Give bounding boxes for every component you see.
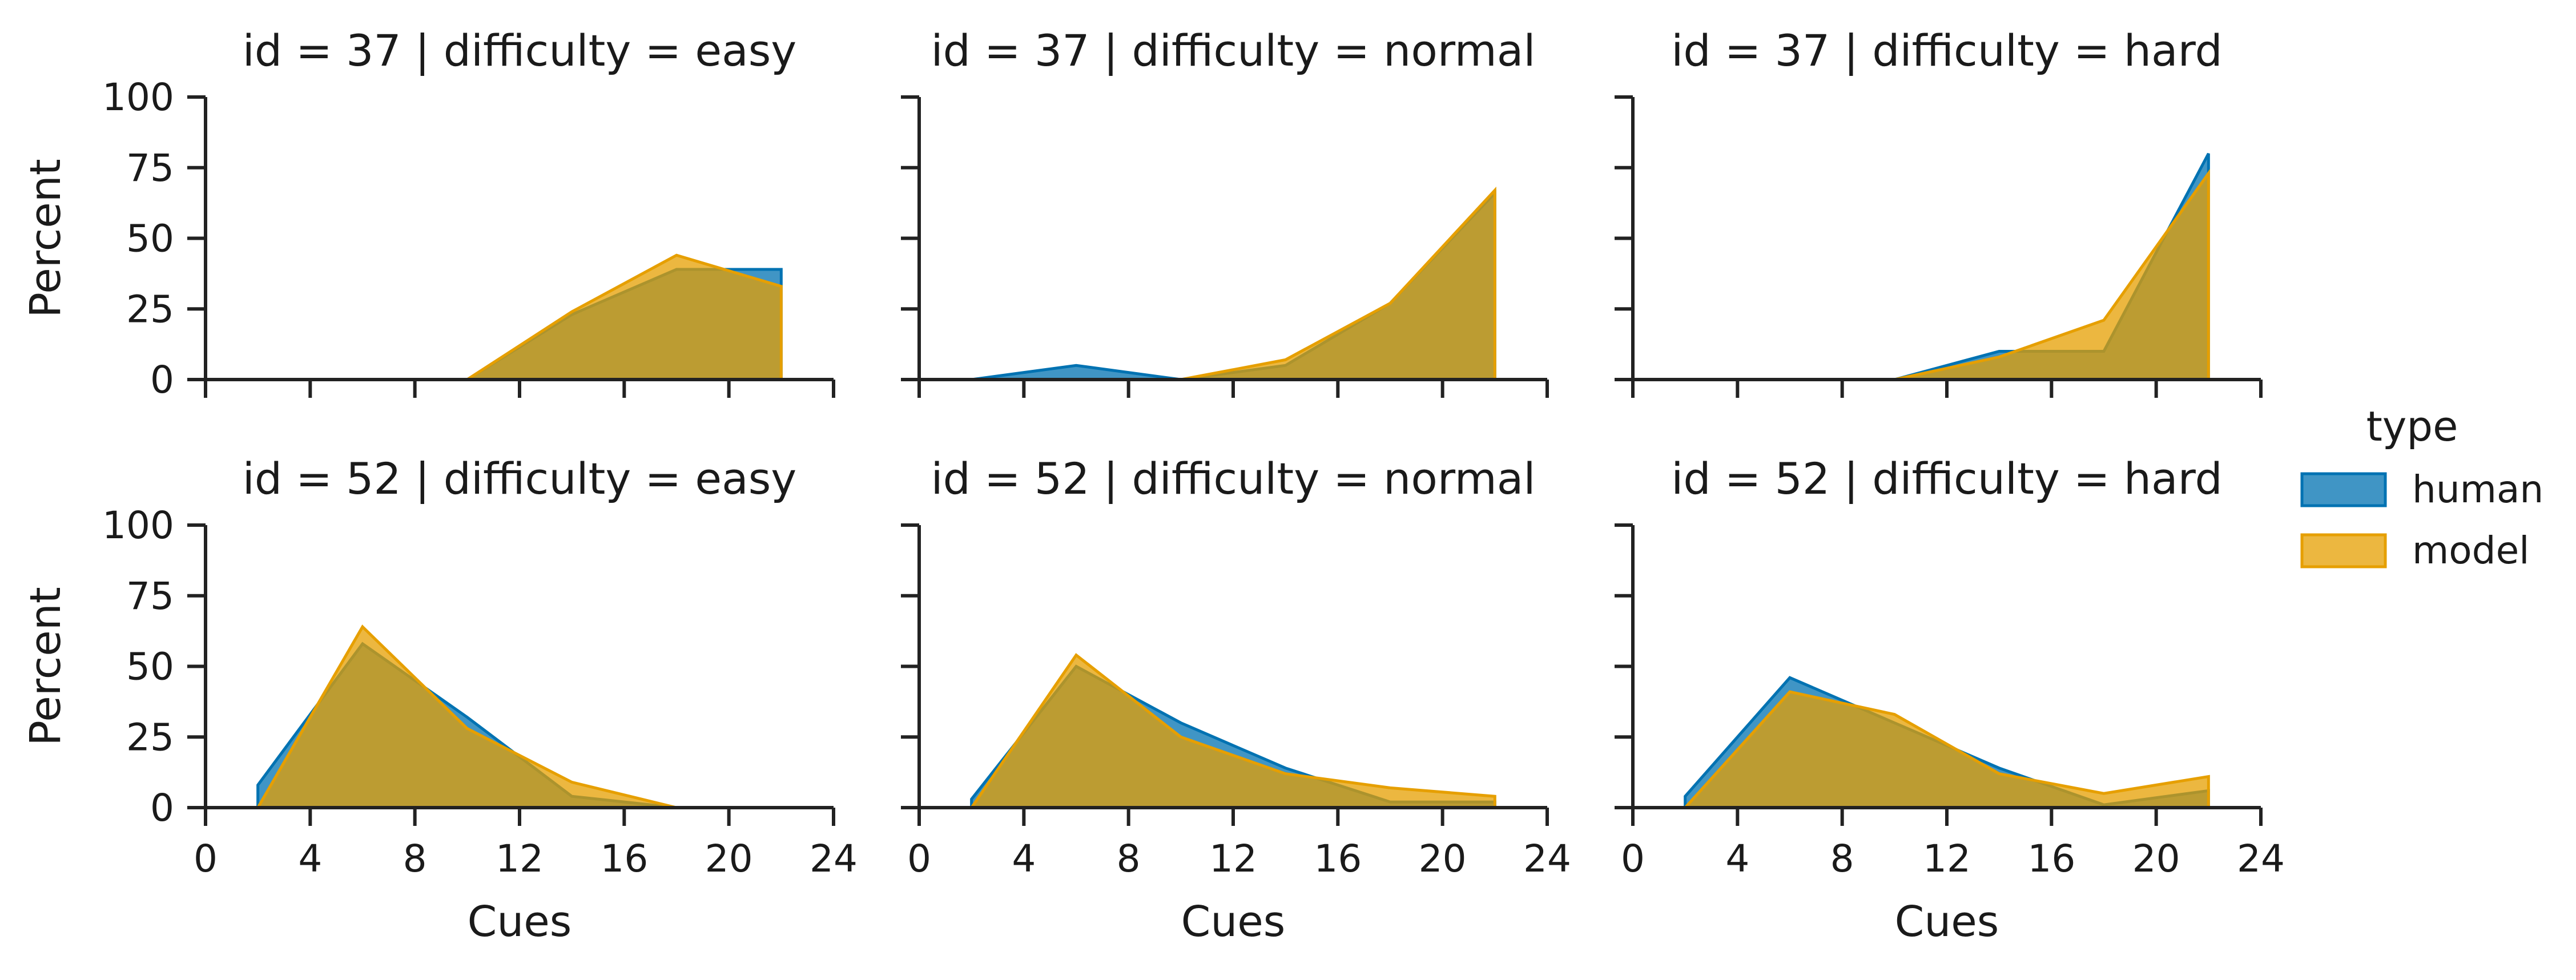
x-tick-label: 12 bbox=[496, 837, 544, 881]
x-tick-label: 0 bbox=[907, 837, 931, 881]
y-tick-label: 75 bbox=[126, 574, 174, 618]
panel-title: id = 37 | difficulty = easy bbox=[243, 25, 797, 76]
x-tick-label: 0 bbox=[1621, 837, 1645, 881]
facet-panel-3: id = 37 | difficulty = hard bbox=[1615, 25, 2263, 398]
panel-title: id = 52 | difficulty = easy bbox=[243, 453, 797, 505]
y-tick-label: 0 bbox=[150, 358, 174, 402]
x-tick-label: 4 bbox=[1725, 837, 1749, 881]
facet-panels: 0 25 50 75 100 id = 37 | difficulty = easy Per… bbox=[21, 25, 2285, 946]
x-tick-label: 24 bbox=[810, 837, 858, 881]
area-model-1 bbox=[462, 253, 783, 381]
panel-title: id = 52 | difficulty = normal bbox=[931, 453, 1536, 505]
facet-panel-5: 0 4 8 12 16 20 24 id = 52 | difficulty = normal… bbox=[901, 453, 1571, 946]
x-tick-label: 4 bbox=[298, 837, 322, 881]
y-tick-label: 100 bbox=[102, 75, 174, 119]
x-tick-label: 0 bbox=[194, 837, 218, 881]
x-axis-label: Cues bbox=[1181, 897, 1286, 946]
x-tick-label: 12 bbox=[1209, 837, 1257, 881]
panel-title: id = 37 | difficulty = normal bbox=[931, 25, 1536, 76]
x-tick-label: 20 bbox=[1419, 837, 1467, 881]
legend-label-model: model bbox=[2412, 529, 2530, 572]
area-model-3 bbox=[1894, 168, 2210, 381]
legend-swatch-model bbox=[2300, 533, 2387, 568]
y-axis-label: Percent bbox=[21, 587, 70, 745]
x-tick-label: 8 bbox=[1830, 837, 1854, 881]
x-tick-label: 16 bbox=[2027, 837, 2075, 881]
y-tick-label: 100 bbox=[102, 503, 174, 547]
y-tick-label: 25 bbox=[126, 287, 174, 331]
legend-title: type bbox=[2366, 402, 2458, 450]
legend: type human model bbox=[2300, 402, 2543, 572]
facet-panel-4: 0 25 50 75 100 0 4 8 12 16 20 24 id = 52 | difficult… bbox=[21, 453, 858, 946]
x-tick-label: 4 bbox=[1012, 837, 1036, 881]
x-axis-label: Cues bbox=[468, 897, 572, 946]
facet-panel-6: 0 4 8 12 16 20 24 id = 52 | difficulty = hard Cu… bbox=[1615, 453, 2285, 946]
area-model-6 bbox=[1682, 690, 2210, 809]
x-tick-label: 8 bbox=[403, 837, 427, 881]
x-tick-label: 16 bbox=[1314, 837, 1362, 881]
area-model-2 bbox=[1180, 186, 1496, 381]
y-tick-label: 25 bbox=[126, 715, 174, 759]
facet-panel-2: id = 37 | difficulty = normal bbox=[901, 25, 1549, 398]
y-tick-label: 0 bbox=[150, 786, 174, 830]
facet-panel-1: 0 25 50 75 100 id = 37 | difficulty = easy Per… bbox=[21, 25, 835, 402]
legend-swatch-human bbox=[2300, 472, 2387, 507]
x-tick-label: 12 bbox=[1923, 837, 1971, 881]
y-tick-label: 50 bbox=[126, 645, 174, 689]
x-tick-label: 20 bbox=[2132, 837, 2180, 881]
y-tick-label: 75 bbox=[126, 146, 174, 190]
x-tick-label: 8 bbox=[1117, 837, 1141, 881]
x-axis-label: Cues bbox=[1895, 897, 1999, 946]
panel-title: id = 52 | difficulty = hard bbox=[1671, 453, 2223, 505]
x-tick-label: 20 bbox=[705, 837, 753, 881]
legend-label-human: human bbox=[2412, 467, 2543, 511]
y-tick-label: 50 bbox=[126, 217, 174, 261]
x-tick-label: 24 bbox=[1523, 837, 1571, 881]
area-model-5 bbox=[968, 653, 1496, 809]
x-tick-label: 16 bbox=[600, 837, 648, 881]
x-tick-label: 24 bbox=[2237, 837, 2285, 881]
panel-title: id = 37 | difficulty = hard bbox=[1671, 25, 2223, 76]
y-axis-label: Percent bbox=[21, 159, 70, 317]
